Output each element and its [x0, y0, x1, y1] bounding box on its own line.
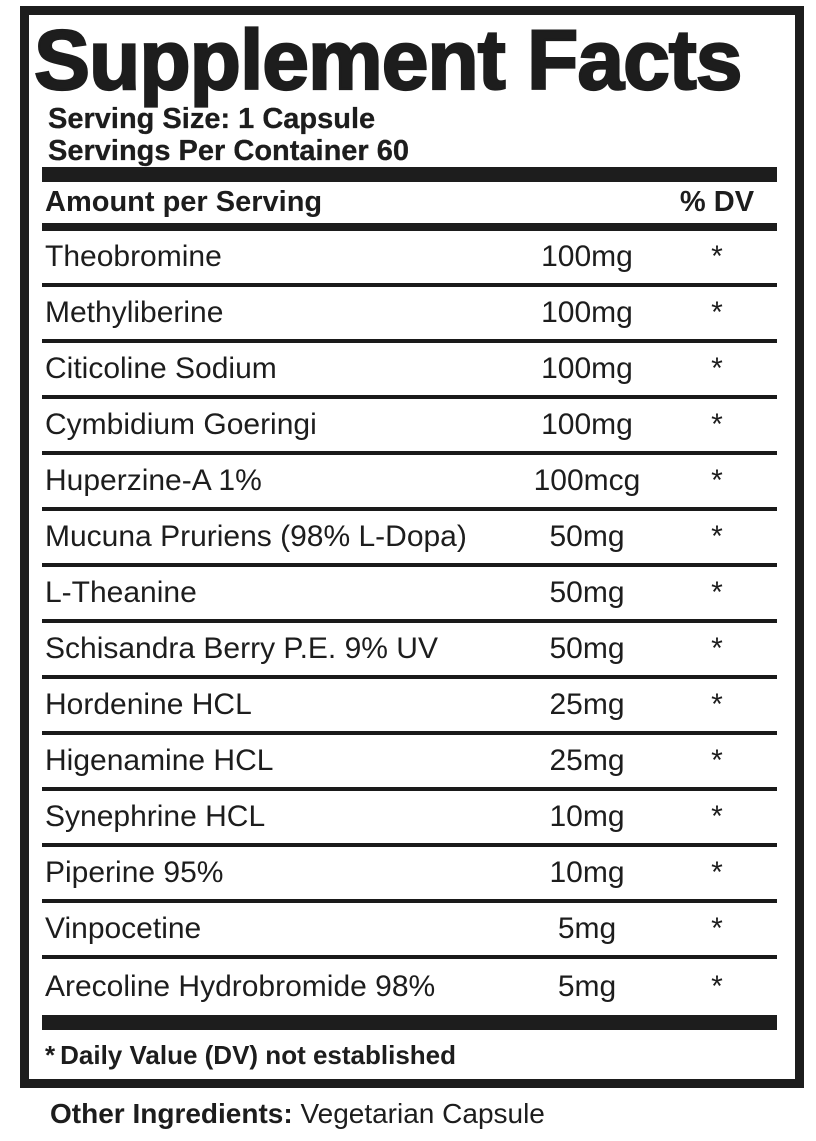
ingredient-amount: 5mg [557, 970, 617, 1003]
other-ingredients-value: Vegetarian Capsule [300, 1098, 545, 1129]
table-row: Citicoline Sodium 100mg * [42, 343, 777, 399]
ingredient-dv: * [711, 970, 723, 1003]
table-header-row: Amount per Serving % DV [42, 182, 777, 223]
ingredient-amount: 100mg [541, 240, 633, 273]
ingredient-dv: * [711, 632, 723, 665]
table-row: Huperzine-A 1% 100mcg * [42, 455, 777, 511]
divider-thick-top [42, 167, 777, 182]
ingredient-dv: * [711, 296, 723, 329]
table-row: Methyliberine 100mg * [42, 287, 777, 343]
table-row: Higenamine HCL 25mg * [42, 735, 777, 791]
ingredient-dv: * [711, 744, 723, 777]
serving-size-text: Serving Size: 1 Capsule [48, 103, 376, 135]
divider-medium-header [42, 223, 777, 231]
table-row: Theobromine 100mg * [42, 231, 777, 287]
ingredient-name: Arecoline Hydrobromide 98% [45, 970, 436, 1003]
ingredient-dv: * [711, 688, 723, 721]
table-row: Hordenine HCL 25mg * [42, 679, 777, 735]
divider-thick-bottom [42, 1015, 777, 1030]
ingredient-amount: 100mg [541, 408, 633, 441]
ingredient-name: Cymbidium Goeringi [45, 408, 317, 441]
ingredient-name: Schisandra Berry P.E. 9% UV [45, 632, 438, 665]
amount-per-serving-header: Amount per Serving [45, 186, 323, 218]
panel-inner: Supplement Facts Serving Size: 1 Capsule… [29, 13, 795, 1083]
ingredient-dv: * [711, 464, 723, 497]
page-title: Supplement Facts [33, 13, 744, 107]
footnote-asterisk: * [45, 1040, 56, 1070]
ingredient-amount: 10mg [549, 856, 625, 889]
ingredient-dv: * [711, 408, 723, 441]
table-row: Arecoline Hydrobromide 98% 5mg * [42, 959, 777, 1015]
other-ingredients-label: Other Ingredients: [50, 1098, 293, 1129]
ingredient-name: Huperzine-A 1% [45, 464, 262, 497]
ingredient-name: Theobromine [45, 240, 222, 273]
ingredient-name: Piperine 95% [45, 856, 224, 889]
ingredient-amount: 25mg [549, 744, 625, 777]
ingredient-dv: * [711, 800, 723, 833]
serving-info: Serving Size: 1 Capsule Servings Per Con… [48, 103, 777, 167]
ingredient-dv: * [711, 576, 723, 609]
ingredient-amount: 50mg [549, 520, 625, 553]
table-row: Schisandra Berry P.E. 9% UV 50mg * [42, 623, 777, 679]
ingredient-dv: * [711, 856, 723, 889]
ingredient-name: Higenamine HCL [45, 744, 274, 777]
footnote-text: Daily Value (DV) not established [60, 1040, 457, 1070]
servings-per-container-text: Servings Per Container 60 [48, 135, 410, 167]
ingredient-name: Synephrine HCL [45, 800, 266, 833]
table-row: Vinpocetine 5mg * [42, 903, 777, 959]
ingredient-amount: 50mg [549, 576, 625, 609]
ingredient-amount: 100mg [541, 296, 633, 329]
daily-value-footnote: * Daily Value (DV) not established [42, 1040, 777, 1070]
ingredient-amount: 50mg [549, 632, 625, 665]
ingredient-amount: 25mg [549, 688, 625, 721]
other-ingredients-line: Other Ingredients: Vegetarian Capsule [50, 1098, 545, 1130]
table-row: L-Theanine 50mg * [42, 567, 777, 623]
ingredient-dv: * [711, 240, 723, 273]
ingredient-table: Theobromine 100mg * Methyliberine 100mg … [42, 231, 777, 1015]
ingredient-amount: 100mcg [533, 464, 641, 497]
ingredient-dv: * [711, 912, 723, 945]
percent-dv-header: % DV [679, 186, 755, 218]
ingredient-name: Citicoline Sodium [45, 352, 277, 385]
table-row: Mucuna Pruriens (98% L-Dopa) 50mg * [42, 511, 777, 567]
ingredient-name: Mucuna Pruriens (98% L-Dopa) [45, 520, 467, 553]
ingredient-amount: 5mg [557, 912, 617, 945]
ingredient-dv: * [711, 520, 723, 553]
ingredient-amount: 10mg [549, 800, 625, 833]
table-row: Piperine 95% 10mg * [42, 847, 777, 903]
ingredient-name: Hordenine HCL [45, 688, 252, 721]
ingredient-amount: 100mg [541, 352, 633, 385]
ingredient-name: Methyliberine [45, 296, 224, 329]
supplement-facts-panel: Supplement Facts Serving Size: 1 Capsule… [20, 6, 804, 1088]
ingredient-name: L-Theanine [45, 576, 197, 609]
table-row: Synephrine HCL 10mg * [42, 791, 777, 847]
table-row: Cymbidium Goeringi 100mg * [42, 399, 777, 455]
ingredient-dv: * [711, 352, 723, 385]
ingredient-name: Vinpocetine [45, 912, 202, 945]
